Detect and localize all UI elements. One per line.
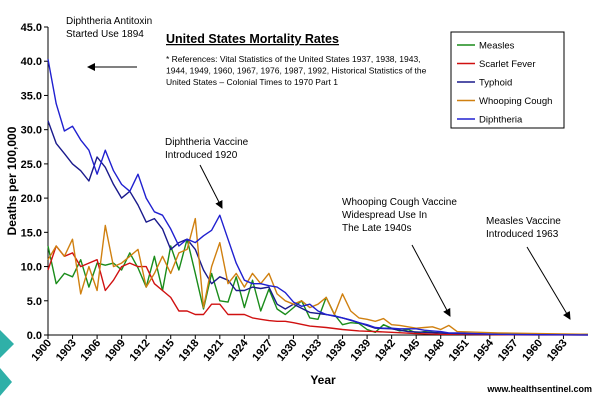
chart-title: United States Mortality Rates [166,32,339,46]
series-line-measles [47,238,588,335]
y-tick-label: 0.0 [27,330,42,342]
x-tick-label: 1948 [422,337,447,363]
x-axis-label: Year [310,373,336,387]
y-axis-label: Deaths per 100,000 [5,126,19,235]
y-tick-label: 35.0 [21,90,42,102]
annotation-whoop-vaccine: Whooping Cough Vaccine [342,197,457,208]
series-line-scarlet-fever [47,245,588,336]
x-tick-label: 1951 [447,337,472,363]
y-tick-label: 10.0 [21,262,42,274]
annotation-whoop-vaccine: The Late 1940s [342,223,412,234]
x-tick-label: 1939 [348,337,373,363]
legend-label: Whooping Cough [479,96,552,107]
x-tick-label: 1954 [471,337,496,364]
references-line: 1944, 1949, 1960, 1967, 1976, 1987, 1992… [166,66,427,76]
x-tick-label: 1945 [398,337,423,363]
measles-vaccine-arrow [526,246,571,320]
legend-label: Scarlet Fever [479,59,536,70]
x-tick-label: 1936 [324,337,349,363]
x-tick-label: 1933 [299,337,324,363]
series-line-diphtheria [47,59,589,336]
source-credit: www.healthsentinel.com [486,384,592,394]
annotation-whoop-vaccine: Widespread Use In [342,210,427,221]
x-tick-label: 1903 [54,337,79,363]
y-tick-label: 30.0 [21,125,42,137]
y-tick-label: 25.0 [21,159,42,171]
x-tick-label: 1960 [520,337,545,363]
x-tick-label: 1918 [177,337,202,363]
x-tick-label: 1915 [152,337,177,363]
annotation-measles-vaccine: Measles Vaccine [486,216,561,227]
decorative-chevron-icon [0,330,14,396]
y-tick-label: 45.0 [21,22,42,34]
annotation-measles-vaccine: Introduced 1963 [486,229,559,240]
series-line-typhoid [47,120,589,336]
x-tick-label: 1957 [496,337,521,363]
whooping-cough-vaccine-arrow [411,244,451,317]
x-tick-label: 1930 [275,337,300,363]
y-tick-label: 40.0 [21,56,42,68]
y-tick-label: 15.0 [21,227,42,239]
x-tick-label: 1963 [545,337,570,363]
annotation-dip-vaccine: Diphtheria Vaccine [165,137,249,148]
annotation-antitoxin: Diphtheria Antitoxin [66,16,152,27]
y-tick-label: 20.0 [21,193,42,205]
legend-box [450,31,565,129]
x-tick-label: 1909 [103,337,128,363]
annotation-dip-vaccine: Introduced 1920 [165,150,238,161]
references-line: * References: Vital Statistics of the Un… [166,54,421,64]
legend-label: Measles [479,41,515,52]
x-tick-label: 1921 [201,337,226,363]
annotation-antitoxin: Started Use 1894 [66,29,144,40]
x-tick-label: 1924 [226,337,251,364]
x-tick-label: 1927 [250,337,275,363]
x-tick-label: 1912 [128,337,153,363]
series-line-whooping-cough [47,217,589,335]
x-tick-label: 1942 [373,337,398,363]
x-tick-label: 1906 [78,337,103,363]
references-line: United States – Colonial Times to 1970 P… [166,77,338,87]
diphtheria-vaccine-arrow [199,164,223,209]
legend-label: Typhoid [479,78,512,89]
legend-label: Diphtheria [479,115,523,126]
y-tick-label: 5.0 [27,296,42,308]
